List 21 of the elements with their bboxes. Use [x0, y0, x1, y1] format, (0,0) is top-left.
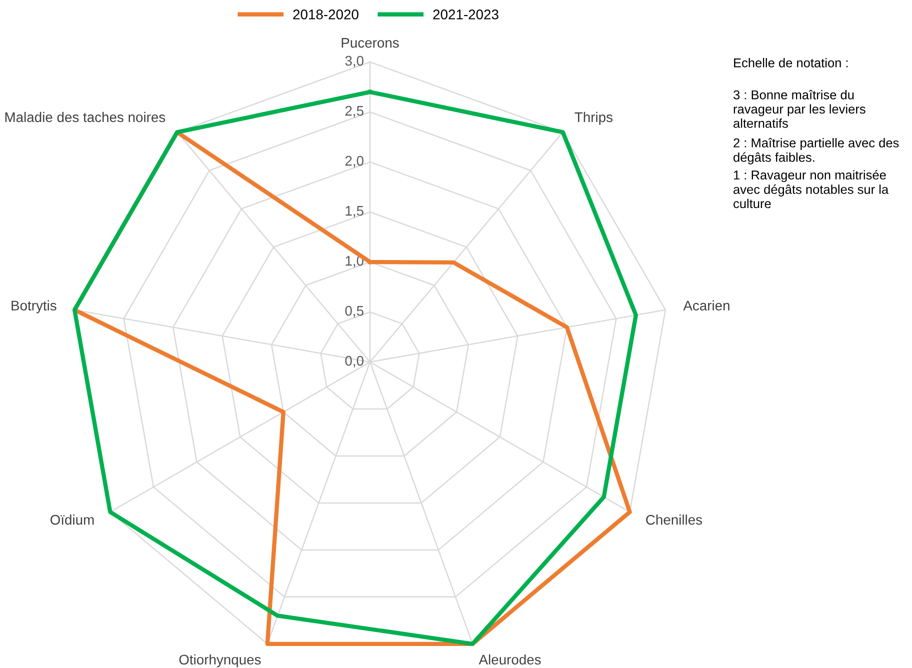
text: 3 : Bonne maîtrise du ravageur par les leviers alternatifs [733, 90, 866, 128]
text: 1 : Ravageur non maitrisée avec dégâts notables sur la culture [734, 170, 889, 208]
spoke-label: Chenilles [646, 514, 702, 525]
y-tick-label: 2,0 [345, 156, 364, 168]
spoke-label: Acarien [683, 300, 730, 311]
spoke-label: Thrips [574, 112, 612, 125]
text: Echelle de notation : [734, 58, 848, 68]
spoke-label: Oïdium [50, 514, 94, 525]
spoke-label: Maladie des taches noires [5, 112, 166, 122]
spoke-label: Pucerons [342, 38, 399, 48]
y-tick-label: 1,5 [346, 206, 364, 218]
spoke-label: Otiorhynques [179, 654, 261, 668]
legend-label: 2018-2020 [293, 10, 358, 20]
y-tick-label: 2,5 [345, 106, 364, 118]
y-tick-label: 0,0 [345, 356, 364, 368]
spoke-label: Aleurodes [478, 654, 541, 665]
legend-label: 2021-2023 [433, 10, 498, 20]
y-tick-label: 3,0 [345, 56, 364, 68]
text: 2 : Maîtrise partielle avec des dégâts faibles. [734, 138, 899, 164]
y-tick-label: 0,5 [345, 306, 364, 318]
spoke-label: Botrytis [12, 300, 56, 314]
